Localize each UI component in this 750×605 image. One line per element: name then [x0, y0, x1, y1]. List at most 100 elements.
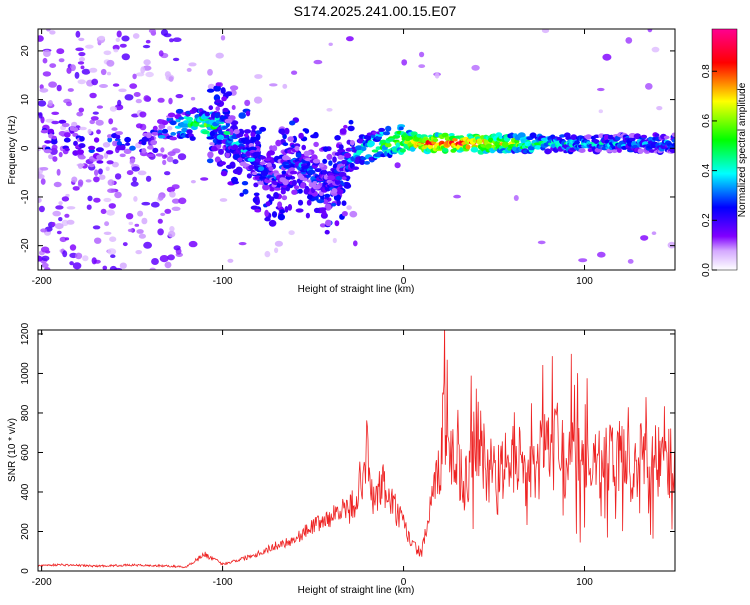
noise-blob — [166, 156, 174, 163]
noise-blob — [107, 179, 115, 186]
noise-blob — [51, 144, 58, 151]
ridge-blob — [146, 153, 155, 158]
ridge-blob — [281, 170, 287, 174]
spectrogram-x-ticks: -200 -100 0 100 — [32, 29, 593, 287]
noise-blob — [186, 67, 192, 72]
ridge-blob — [222, 125, 228, 130]
scatter-blob — [267, 150, 275, 156]
colorbar-label: Normalized spectral amplitude — [737, 82, 748, 217]
noise-blob — [121, 35, 130, 42]
scatter-blob — [273, 192, 279, 199]
noise-blob — [61, 196, 70, 202]
y-tick-label: -20 — [20, 238, 31, 253]
ridge-blob — [88, 145, 96, 150]
noise-blob — [471, 64, 480, 71]
ridge-blob — [185, 116, 194, 121]
noise-blob — [133, 196, 138, 202]
noise-blob — [89, 92, 97, 99]
ridge-blob — [251, 171, 258, 176]
scatter-blob — [221, 96, 227, 102]
noise-blob — [119, 262, 127, 269]
ridge-blob — [254, 175, 262, 180]
noise-blob — [173, 245, 181, 251]
scatter-blob — [225, 151, 231, 158]
scatter-blob — [215, 99, 222, 104]
ridge-blob — [247, 157, 256, 162]
noise-blob — [93, 197, 101, 203]
ridge-blob — [264, 158, 271, 162]
ridge-blob — [161, 120, 169, 126]
ridge-blob — [574, 140, 580, 145]
colorbar-gradient — [711, 28, 738, 271]
noise-blob — [169, 38, 174, 43]
ridge-blob — [88, 163, 95, 168]
ridge-blob — [129, 158, 136, 164]
noise-blob — [157, 97, 165, 103]
scatter-blob — [335, 188, 344, 195]
noise-blob — [42, 71, 52, 77]
noise-blob — [132, 33, 140, 39]
noise-blob — [167, 230, 176, 238]
noise-blob — [49, 30, 56, 35]
colorbar-tick-label: 0.0 — [701, 263, 712, 277]
scatter-blob — [293, 185, 300, 190]
ridge-blob — [129, 145, 136, 151]
x-tick-label: 100 — [576, 577, 593, 588]
ridge-blob — [169, 136, 178, 141]
noise-blob — [401, 59, 408, 66]
y-tick-label: 20 — [20, 45, 31, 57]
scatter-blob — [287, 204, 293, 211]
noise-blob — [111, 161, 119, 168]
scatter-blob — [307, 194, 313, 200]
noise-blob — [75, 30, 81, 38]
snr-panel: 0 200 400 600 800 1000 1200 -200 -100 0 100 Heigh… — [7, 322, 676, 596]
noise-blob — [209, 142, 215, 146]
noise-blob — [40, 228, 48, 233]
ridge-blob — [273, 187, 282, 191]
noise-blob — [38, 35, 44, 42]
scatter-blob — [343, 124, 348, 129]
ridge-blob — [276, 182, 285, 186]
noise-blob — [77, 61, 85, 65]
scatter-blob — [305, 212, 310, 219]
spectrogram-y-ticks: -20 -10 0 10 20 — [20, 45, 675, 253]
scatter-blob — [215, 82, 222, 87]
noise-blob — [640, 235, 649, 241]
ridge-blob — [170, 132, 176, 136]
scatter-blob — [347, 125, 355, 132]
noise-blob — [168, 97, 173, 105]
noise-blob — [40, 246, 50, 253]
ridge-blob — [158, 123, 166, 129]
scatter-blob — [251, 125, 257, 130]
scatter-blob — [282, 142, 289, 147]
ridge-blob — [398, 126, 404, 131]
scatter-blob — [242, 188, 249, 195]
noise-blob — [112, 83, 120, 87]
noise-blob — [103, 197, 112, 203]
x-tick-label: -200 — [32, 276, 52, 287]
noise-blob — [167, 151, 176, 157]
ridge-blob — [125, 142, 131, 146]
ridge-blob — [258, 166, 265, 172]
noise-blob — [80, 65, 85, 70]
noise-blob — [89, 119, 95, 125]
scatter-blob — [284, 127, 290, 135]
scatter-blob — [304, 128, 310, 134]
ridge-blob — [233, 129, 240, 135]
ridge-blob — [78, 155, 86, 160]
ridge-blob — [95, 147, 104, 153]
y-tick-label: 600 — [20, 444, 31, 461]
ridge-blob — [397, 124, 406, 128]
noise-blob — [163, 154, 168, 158]
ridge-blob — [236, 133, 244, 138]
y-tick-label: 1000 — [20, 362, 31, 385]
scatter-blob — [287, 136, 295, 142]
x-tick-label: -200 — [32, 577, 52, 588]
noise-blob — [38, 205, 45, 213]
colorbar-tick-label: 0.6 — [701, 114, 712, 128]
ridge-blob — [255, 151, 261, 157]
noise-blob — [56, 168, 61, 176]
scatter-blob — [254, 208, 262, 213]
ridge-blob — [282, 179, 289, 186]
scatter-blob — [243, 129, 252, 134]
